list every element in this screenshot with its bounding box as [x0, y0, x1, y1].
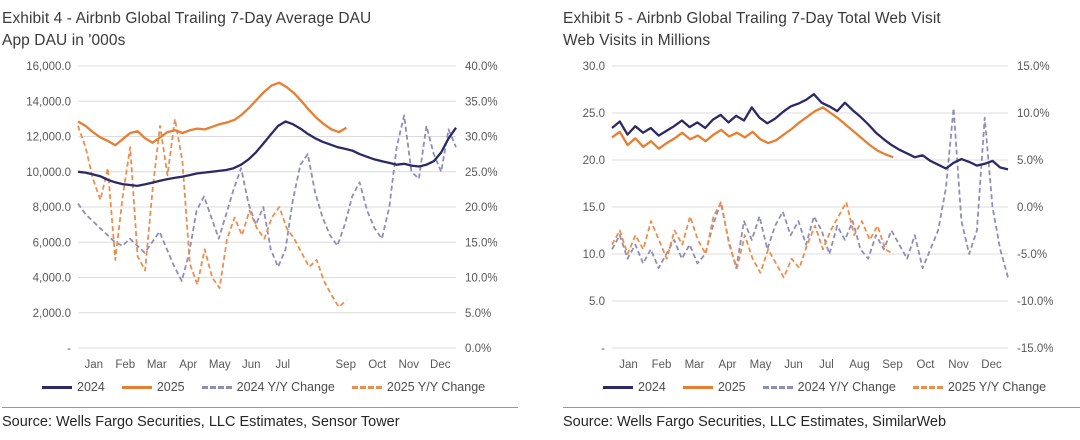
exhibit-5-panel: Exhibit 5 - Airbnb Global Trailing 7-Day… [563, 8, 1080, 430]
right-axis-tick: 15.0% [465, 237, 498, 249]
legend-item-2024: 2024 [603, 380, 666, 394]
x-axis-month-label: Feb [115, 359, 135, 371]
left-axis-tick: 16,000.0 [26, 61, 71, 73]
exhibit-5-source: Source: Wells Fargo Securities, LLC Esti… [563, 407, 1080, 430]
legend-line-sample [682, 385, 713, 389]
left-axis-tick: 8,000.0 [33, 202, 71, 214]
legend-line-sample [201, 385, 232, 389]
x-axis-month-label: Feb [652, 359, 672, 371]
legend-item-2024: 2024 [42, 380, 105, 394]
series-line-2025 [611, 106, 894, 159]
exhibit-4-subtitle: App DAU in '000s [2, 32, 126, 49]
right-axis-tick: 15.0% [1017, 61, 1050, 73]
left-axis-tick: 20.0 [583, 155, 605, 167]
legend-item-2024-y-y-change: 2024 Y/Y Change [762, 380, 896, 394]
x-axis-month-label: Sep [336, 359, 356, 371]
series-line-2025-y-y-change [611, 201, 894, 279]
legend-item-2025-y-y-change: 2025 Y/Y Change [912, 380, 1047, 394]
x-axis-month-label: May [750, 359, 772, 371]
legend-label: 2025 Y/Y Change [386, 380, 486, 394]
x-axis-month-label: Nov [399, 359, 420, 371]
legend-label: 2024 Y/Y Change [236, 380, 335, 394]
left-axis-tick: 4,000.0 [33, 273, 71, 285]
series-line-2025 [77, 81, 347, 147]
left-axis-tick: - [601, 343, 605, 355]
x-axis-month-label: Sep [882, 359, 902, 371]
series-line-2024 [77, 120, 457, 188]
exhibit-5-subtitle: Web Visits in Millions [563, 32, 711, 49]
x-axis-month-label: Jan [84, 359, 103, 371]
x-axis-month-label: Dec [981, 359, 1002, 371]
right-axis-tick: -15.0% [1017, 343, 1053, 355]
right-axis-tick: 0.0% [465, 343, 491, 355]
left-axis-tick: 14,000.0 [26, 96, 71, 108]
exhibit-5-title: Exhibit 5 - Airbnb Global Trailing 7-Day… [563, 10, 941, 27]
right-axis-tick: 10.0% [465, 273, 498, 285]
left-axis-tick: 10.0 [583, 249, 605, 261]
right-axis-tick: 40.0% [465, 61, 498, 73]
legend-label: 2025 [717, 380, 746, 394]
right-axis-tick: -10.0% [1017, 296, 1053, 308]
x-axis-month-label: Apr [719, 359, 737, 371]
x-axis-month-label: Mar [685, 359, 705, 371]
legend-label: 2024 Y/Y Change [797, 380, 896, 394]
right-axis-tick: 20.0% [465, 202, 498, 214]
legend-label: 2025 Y/Y Change [947, 380, 1047, 394]
left-axis-tick: 6,000.0 [33, 237, 71, 249]
series-line-2025-y-y-change [77, 118, 348, 309]
exhibit-4-panel: Exhibit 4 - Airbnb Global Trailing 7-Day… [2, 8, 518, 430]
legend-line-sample [121, 385, 152, 389]
exhibit-4-title: Exhibit 4 - Airbnb Global Trailing 7-Day… [2, 10, 372, 27]
x-axis-month-label: Jun [242, 359, 261, 371]
left-axis-tick: 12,000.0 [26, 132, 71, 144]
right-axis-tick: 25.0% [465, 167, 498, 179]
left-axis-tick: 10,000.0 [26, 167, 71, 179]
legend-line-sample [42, 385, 72, 389]
legend-item-2025: 2025 [682, 380, 746, 394]
x-axis-month-label: Oct [917, 359, 936, 371]
legend-label: 2024 [638, 380, 666, 394]
left-axis-tick: 25.0 [583, 108, 605, 120]
exhibit-5-legend: 2024 2025 2024 Y/Y Change 2025 Y/Y Change [563, 378, 1080, 396]
legend-line-sample [912, 385, 943, 389]
exhibit-4-source: Source: Wells Fargo Securities, LLC Esti… [2, 407, 518, 430]
legend-item-2024-y-y-change: 2024 Y/Y Change [201, 380, 335, 394]
legend-label: 2024 [77, 380, 105, 394]
series-line-2024-y-y-change [611, 107, 1009, 278]
web-visits-line-chart: 30.0 15.0%25.0 10.0%20.0 5.0%15.0 0.0%10.0 -5… [583, 61, 1054, 371]
right-axis-tick: 0.0% [1017, 202, 1043, 214]
legend-item-2025: 2025 [121, 380, 185, 394]
right-axis-tick: 10.0% [1017, 108, 1050, 120]
x-axis-month-label: Aug [849, 359, 869, 371]
x-axis-month-label: Mar [147, 359, 167, 371]
left-axis-tick: 15.0 [583, 202, 605, 214]
right-axis-tick: 35.0% [465, 96, 498, 108]
x-axis-month-label: Jan [619, 359, 638, 371]
x-axis-month-label: Jun [784, 359, 803, 371]
exhibit-4-legend: 2024 2025 2024 Y/Y Change 2025 Y/Y Change [2, 378, 518, 396]
right-axis-tick: 5.0% [1017, 155, 1043, 167]
x-axis-month-label: May [209, 359, 231, 371]
right-axis-tick: 5.0% [465, 308, 491, 320]
left-axis-tick: 2,000.0 [33, 308, 71, 320]
legend-item-2025-y-y-change: 2025 Y/Y Change [351, 380, 486, 394]
x-axis-month-label: Oct [368, 359, 387, 371]
right-axis-tick: 30.0% [465, 132, 498, 144]
legend-label: 2025 [156, 380, 185, 394]
series-line-2024 [611, 93, 1009, 171]
right-axis-tick: -5.0% [1017, 249, 1047, 261]
x-axis-month-label: Apr [179, 359, 197, 371]
left-axis-tick: - [67, 343, 71, 355]
left-axis-tick: 5.0 [589, 296, 605, 308]
x-axis-month-label: Nov [948, 359, 969, 371]
legend-line-sample [351, 385, 382, 389]
legend-line-sample [762, 385, 793, 389]
legend-line-sample [603, 385, 633, 389]
x-axis-month-label: Dec [430, 359, 451, 371]
x-axis-month-label: Jul [275, 359, 290, 371]
left-axis-tick: 30.0 [583, 61, 605, 73]
x-axis-month-label: Jul [819, 359, 834, 371]
dau-line-chart: 16,000.0 40.0% 14,000.0 35.0% 12,000.0 30.0% 1… [26, 61, 498, 371]
